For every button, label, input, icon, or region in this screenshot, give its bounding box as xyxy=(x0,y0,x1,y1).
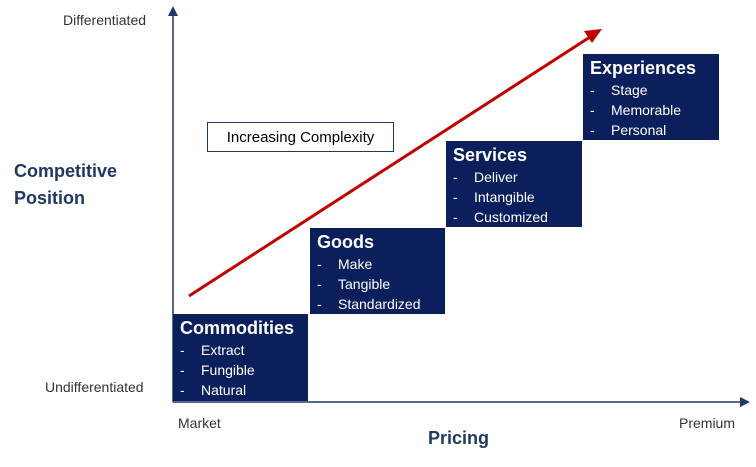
x-axis-left-label: Market xyxy=(178,415,221,431)
stage-title: Experiences xyxy=(590,58,697,78)
stage-item-list: - Make - Tangible - Standardized xyxy=(317,254,445,314)
stage-title: Goods xyxy=(317,232,374,252)
y-axis-arrowhead xyxy=(168,6,178,16)
stage-item: - Personal xyxy=(590,122,667,138)
y-axis-bottom-label: Undifferentiated xyxy=(45,379,144,395)
stage-box-goods: Goods - Make - Tangible - Standardized xyxy=(310,228,445,314)
complexity-label: Increasing Complexity xyxy=(207,122,394,152)
stage-item: - Customized xyxy=(453,209,548,225)
stage-title: Services xyxy=(453,145,528,165)
y-axis-top-label: Differentiated xyxy=(63,12,147,28)
x-axis-right-label: Premium xyxy=(679,415,736,431)
stage-item: - Natural xyxy=(180,382,247,398)
y-axis-title-line1: Competitive xyxy=(14,161,118,181)
x-axis-title: Pricing xyxy=(428,428,490,448)
stage-item-list: - Extract - Fungible - Natural xyxy=(180,340,308,400)
stage-item: - Fungible xyxy=(180,362,255,378)
y-axis-title-line2: Position xyxy=(14,188,85,208)
complexity-arrow-line xyxy=(188,35,591,298)
stage-item: - Deliver xyxy=(453,169,518,185)
stage-item-list: - Stage - Memorable - Personal xyxy=(590,80,719,140)
stage-item: - Standardized xyxy=(317,296,421,312)
stage-title: Commodities xyxy=(180,318,295,338)
stage-item: - Tangible xyxy=(317,276,391,292)
stage-item-list: - Deliver - Intangible - Customized xyxy=(453,167,582,227)
stage-box-commodities: Commodities - Extract - Fungible - Natural xyxy=(173,314,308,401)
stage-box-experiences: Experiences - Stage - Memorable - Personal xyxy=(583,54,719,140)
stage-item: - Stage xyxy=(590,82,648,98)
stage-item: - Memorable xyxy=(590,102,682,118)
stage-box-services: Services - Deliver - Intangible - Customize… xyxy=(446,141,582,227)
complexity-arrowhead xyxy=(584,29,602,43)
stage-item: - Intangible xyxy=(453,189,535,205)
x-axis-arrowhead xyxy=(740,397,750,407)
y-axis-title: Competitive Position xyxy=(14,158,117,212)
stage-item: - Extract xyxy=(180,342,245,358)
stage-item: - Make xyxy=(317,256,373,272)
